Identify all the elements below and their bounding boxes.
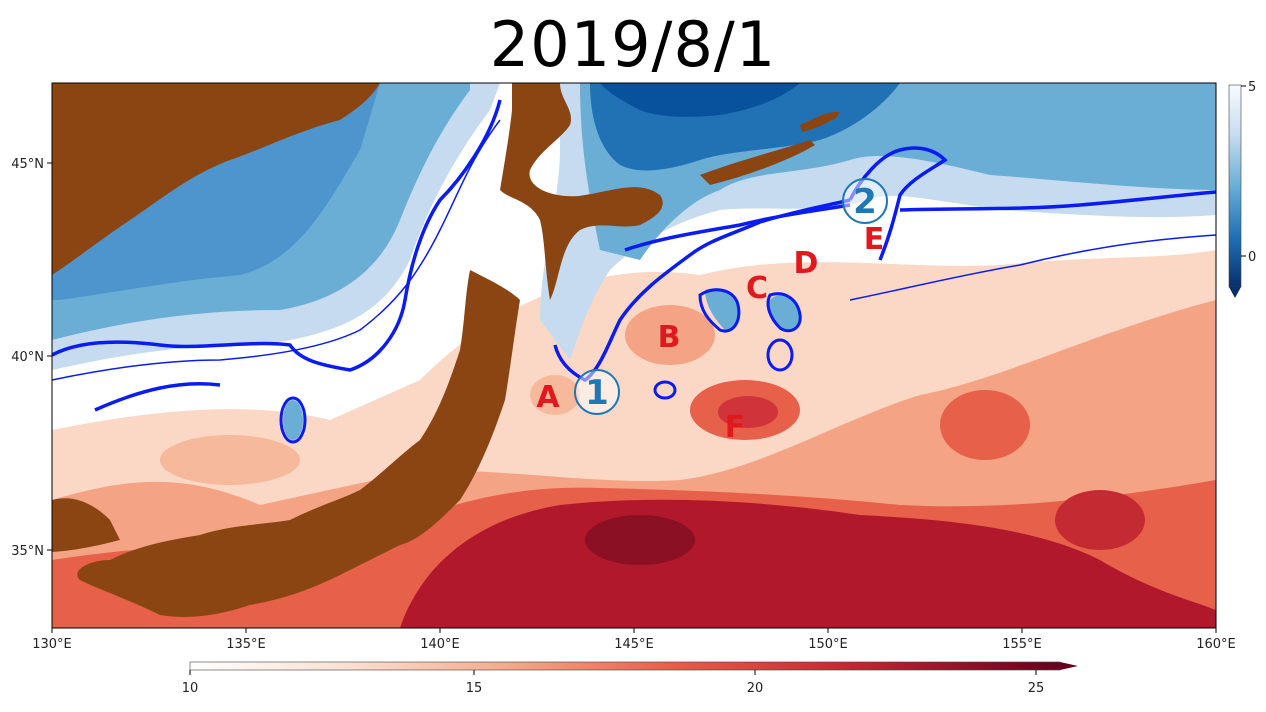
land-korea <box>52 498 120 552</box>
land-asia <box>52 83 380 275</box>
y-axis: 35°N 40°N 45°N <box>11 157 52 559</box>
warm-eddy <box>625 305 715 365</box>
warm-eddy <box>940 390 1030 460</box>
y-tick-label: 45°N <box>11 157 44 172</box>
x-tick-label: 155°E <box>1002 637 1042 652</box>
cold-eddy <box>705 288 739 331</box>
marker-layer: A B CD E F 1 2 <box>536 178 888 445</box>
warm-eddy <box>530 375 580 415</box>
marker-c: C <box>746 271 768 306</box>
warm-eddy <box>1055 490 1145 550</box>
colorbar-tick-label: 15 <box>466 681 483 696</box>
colorbar-bottom: 10 15 20 25 <box>182 661 1078 696</box>
colorbar-tick-label: 5 <box>1248 80 1256 95</box>
circle-2-ring <box>842 178 888 224</box>
y-tick-label: 35°N <box>11 544 44 559</box>
colorbar-tick-label: 0 <box>1248 250 1256 265</box>
x-axis: 130°E 135°E 140°E 145°E 150°E 155°E 160°E <box>32 628 1236 652</box>
y-tick-label: 40°N <box>11 350 44 365</box>
land-honshu <box>77 270 520 617</box>
circle-1-label: 1 <box>585 373 609 413</box>
marker-d: D <box>794 246 819 281</box>
land-sakhalin <box>500 83 663 300</box>
colorbar-tick-label: 25 <box>1028 681 1045 696</box>
warm-eddy <box>585 515 695 565</box>
x-tick-label: 145°E <box>614 637 654 652</box>
x-tick-label: 140°E <box>420 637 460 652</box>
circle-2-label: 2 <box>853 182 877 222</box>
warm-eddy-core <box>718 396 778 428</box>
warm-eddy <box>160 435 300 485</box>
x-tick-label: 135°E <box>226 637 266 652</box>
colorbar-tick-label: 20 <box>747 681 764 696</box>
map-title: 2019/8/1 <box>489 8 777 81</box>
cold-eddy <box>283 400 303 440</box>
circle-1-ring <box>574 369 620 415</box>
marker-b: B <box>658 320 681 355</box>
marker-a: A <box>536 380 560 415</box>
land-kuril <box>700 140 815 185</box>
colorbar-right: 50 <box>1228 80 1256 298</box>
x-tick-label: 160°E <box>1196 637 1236 652</box>
marker-e: E <box>864 222 885 257</box>
x-tick-label: 150°E <box>808 637 848 652</box>
marker-f: F <box>725 410 746 445</box>
x-tick-label: 130°E <box>32 637 72 652</box>
colorbar-tick-label: 10 <box>182 681 199 696</box>
cold-core-region <box>600 83 800 117</box>
land-kuril <box>800 111 840 132</box>
map-field <box>52 83 1216 628</box>
